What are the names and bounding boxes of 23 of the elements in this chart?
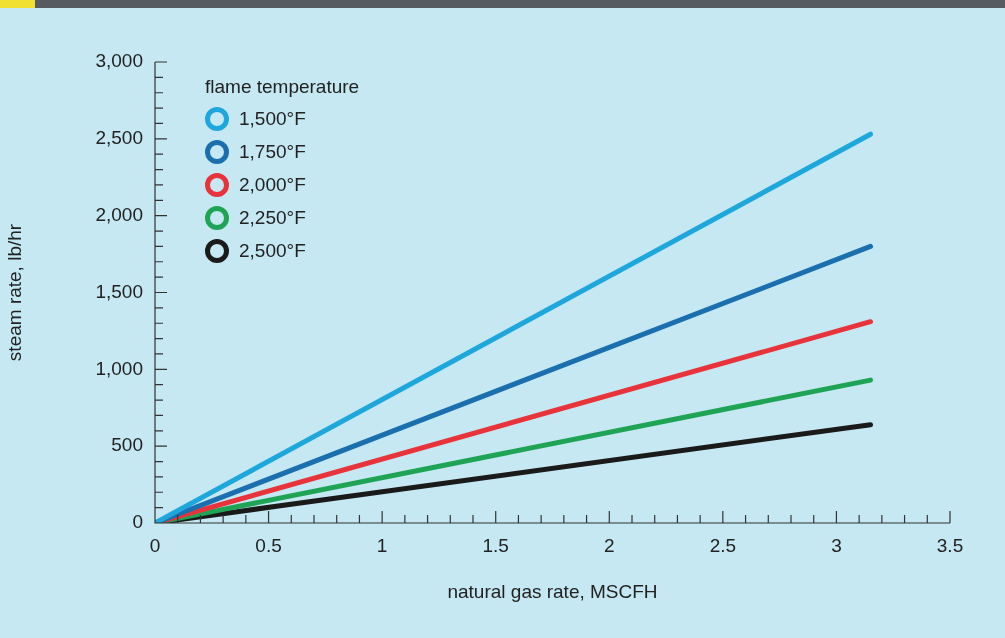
x-tick-label: 3 bbox=[831, 534, 842, 556]
legend-label: 2,000°F bbox=[239, 173, 306, 196]
legend-label: 1,500°F bbox=[239, 107, 306, 130]
legend-title: flame temperature bbox=[205, 76, 360, 98]
x-tick-label: 1.5 bbox=[482, 534, 509, 556]
legend-label: 1,750°F bbox=[239, 140, 306, 163]
x-tick-label: 0 bbox=[149, 534, 161, 556]
y-axis-title: steam rate, lb/hr bbox=[3, 223, 25, 362]
x-tick-label: 3.5 bbox=[936, 534, 964, 556]
y-tick-label: 1,000 bbox=[95, 357, 143, 379]
y-tick-label: 500 bbox=[111, 434, 143, 456]
y-tick-label: 3,000 bbox=[95, 50, 143, 72]
y-tick-label: 2,500 bbox=[95, 127, 143, 149]
x-tick-label: 2 bbox=[604, 534, 615, 556]
x-tick-label: 0.5 bbox=[255, 534, 282, 556]
x-tick-label: 1 bbox=[376, 534, 388, 556]
y-tick-label: 2,000 bbox=[95, 203, 143, 225]
x-axis-title: natural gas rate, MSCFH bbox=[447, 580, 658, 602]
legend-label: 2,500°F bbox=[239, 239, 306, 262]
y-tick-label: 0 bbox=[132, 511, 143, 533]
x-tick-label: 2.5 bbox=[709, 534, 737, 556]
y-tick-label: 1,500 bbox=[95, 280, 143, 302]
legend-label: 2,250°F bbox=[239, 206, 306, 229]
